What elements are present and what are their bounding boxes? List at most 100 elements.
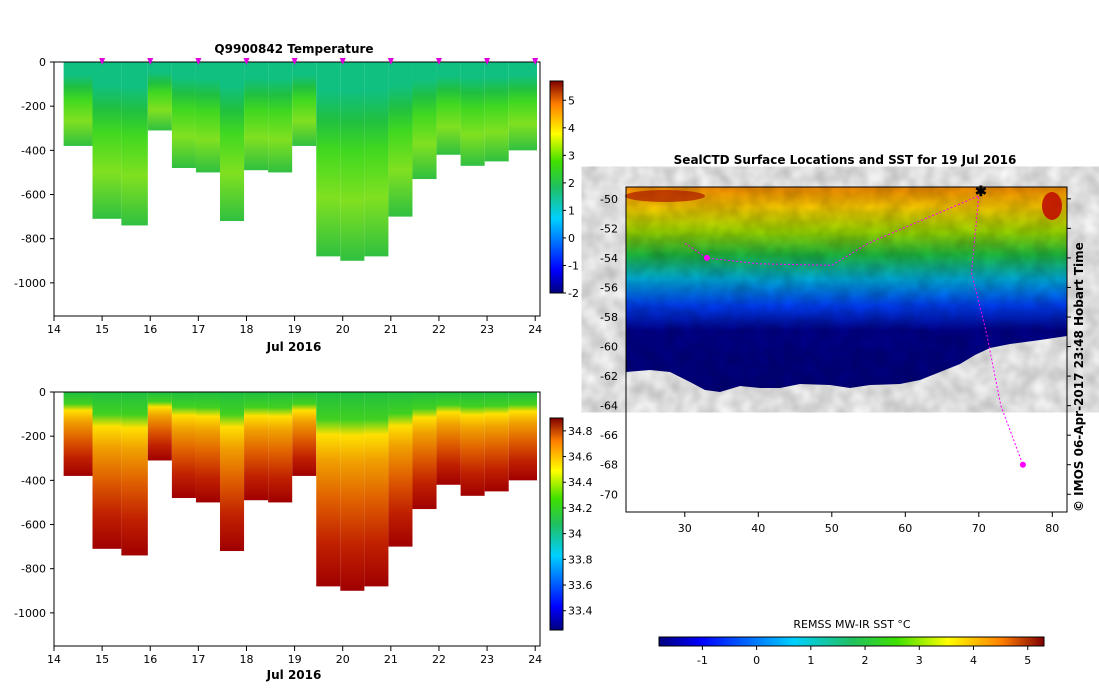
colorbar-tick-label: 34 bbox=[568, 528, 582, 541]
profile-marker bbox=[147, 58, 154, 65]
seal-track bbox=[684, 195, 1026, 468]
x-tick-label: 20 bbox=[336, 653, 350, 666]
colorbar-tick-label: 5 bbox=[568, 94, 575, 107]
colorbar-tick-label: 33.8 bbox=[568, 553, 593, 566]
profile-bar bbox=[171, 392, 196, 499]
sst-colorbar-tick-label: 4 bbox=[970, 654, 977, 667]
profile-bar bbox=[340, 62, 365, 261]
profile-bar bbox=[412, 62, 437, 180]
salinity-profiles bbox=[63, 392, 537, 591]
y-tick-label: -800 bbox=[21, 563, 46, 576]
profile-bar bbox=[92, 392, 122, 549]
lon-tick-label: 70 bbox=[972, 522, 986, 535]
colorbar-tick-label: -2 bbox=[568, 287, 579, 300]
y-tick-label: -1000 bbox=[14, 277, 46, 290]
profile-bar bbox=[436, 392, 461, 485]
profile-bar bbox=[388, 62, 413, 217]
lat-tick-label: -50 bbox=[600, 193, 618, 206]
sst-colorbar-tick-label: 3 bbox=[916, 654, 923, 667]
colorbar-tick-label: -1 bbox=[568, 259, 579, 272]
colorbar-tick-label: 34.8 bbox=[568, 425, 593, 438]
profile-bar bbox=[171, 62, 196, 169]
profile-marker bbox=[195, 58, 202, 65]
lon-tick-label: 30 bbox=[678, 522, 692, 535]
colorbar-tick-label: 34.2 bbox=[568, 502, 593, 515]
salinity-xlabel: Jul 2016 bbox=[266, 668, 322, 682]
temperature-xlabel: Jul 2016 bbox=[266, 340, 322, 354]
profile-bar bbox=[195, 392, 221, 503]
profile-bar bbox=[364, 62, 389, 257]
salinity-colorbar bbox=[549, 417, 564, 631]
lon-tick-label: 40 bbox=[751, 522, 765, 535]
sst-map-panel: SealCTD Surface Locations and SST for 19… bbox=[600, 153, 1086, 667]
lat-tick-label: -52 bbox=[600, 222, 618, 235]
profile-bar bbox=[147, 62, 172, 131]
x-tick-label: 19 bbox=[288, 323, 302, 336]
colorbar-tick-label: 34.4 bbox=[568, 476, 593, 489]
y-tick-label: -200 bbox=[21, 100, 46, 113]
profile-bar bbox=[92, 62, 122, 219]
profile-marker bbox=[339, 58, 346, 65]
y-tick-label: -400 bbox=[21, 474, 46, 487]
sst-warm-eddy bbox=[1042, 192, 1062, 220]
colorbar-tick-label: 1 bbox=[568, 204, 575, 217]
profile-marker bbox=[387, 58, 394, 65]
profile-bar bbox=[460, 62, 485, 166]
profile-bar bbox=[460, 392, 485, 496]
lat-tick-label: -70 bbox=[600, 488, 618, 501]
profile-bar bbox=[147, 392, 172, 461]
profile-bar bbox=[364, 392, 389, 587]
sst-colorbar bbox=[658, 636, 1045, 647]
y-tick-label: -1000 bbox=[14, 607, 46, 620]
sst-colorbar-tick-label: 1 bbox=[807, 654, 814, 667]
profile-bar bbox=[121, 62, 148, 226]
y-tick-label: 0 bbox=[39, 56, 46, 69]
profile-marker bbox=[243, 58, 250, 65]
temperature-frame bbox=[53, 61, 541, 317]
lat-tick-label: -66 bbox=[600, 429, 618, 442]
sst-texture bbox=[626, 187, 1067, 392]
x-tick-label: 14 bbox=[47, 323, 61, 336]
x-tick-label: 21 bbox=[384, 323, 398, 336]
profile-marker bbox=[484, 58, 491, 65]
temperature-panel: Q9900842 Temperature 0 -200 -400 -600 -800 -1… bbox=[14, 42, 579, 354]
sst-map-title: SealCTD Surface Locations and SST for 19… bbox=[674, 153, 1017, 167]
profile-bar bbox=[388, 392, 413, 547]
sst-colorbar-tick-label: 0 bbox=[753, 654, 760, 667]
lat-tick-label: -64 bbox=[600, 400, 618, 413]
profile-bar bbox=[244, 62, 269, 171]
profile-bar bbox=[412, 392, 437, 510]
x-tick-label: 16 bbox=[143, 323, 157, 336]
profile-bar bbox=[316, 62, 341, 257]
track-point bbox=[1019, 461, 1026, 468]
profile-marker bbox=[99, 58, 106, 65]
colorbar-tick-label: 0 bbox=[568, 232, 575, 245]
x-tick-label: 17 bbox=[191, 323, 205, 336]
profile-marker bbox=[532, 58, 539, 65]
profile-bar bbox=[436, 62, 461, 155]
colorbar-tick-label: 4 bbox=[568, 122, 575, 135]
profile-bar bbox=[195, 62, 221, 173]
y-tick-label: -600 bbox=[21, 189, 46, 202]
profile-bar bbox=[508, 392, 537, 481]
profile-bar bbox=[340, 392, 365, 591]
profile-bar bbox=[484, 392, 509, 492]
y-tick-label: -800 bbox=[21, 233, 46, 246]
profile-bar bbox=[220, 62, 245, 222]
y-tick-label: -400 bbox=[21, 144, 46, 157]
credit-text: © IMOS 06-Apr-2017 23:48 Hobart Time bbox=[1072, 242, 1086, 512]
x-tick-label: 15 bbox=[95, 653, 109, 666]
x-tick-label: 18 bbox=[239, 653, 253, 666]
sst-colorbar-label: REMSS MW-IR SST °C bbox=[793, 618, 911, 631]
profile-marker bbox=[435, 58, 442, 65]
x-tick-label: 17 bbox=[191, 653, 205, 666]
profile-markers bbox=[99, 58, 539, 65]
profile-bar bbox=[316, 392, 341, 587]
profile-bar bbox=[220, 392, 245, 552]
profile-bar bbox=[63, 392, 93, 476]
temperature-colorbar bbox=[549, 80, 564, 294]
x-tick-label: 24 bbox=[528, 653, 542, 666]
x-tick-label: 24 bbox=[528, 323, 542, 336]
x-tick-label: 23 bbox=[480, 323, 494, 336]
